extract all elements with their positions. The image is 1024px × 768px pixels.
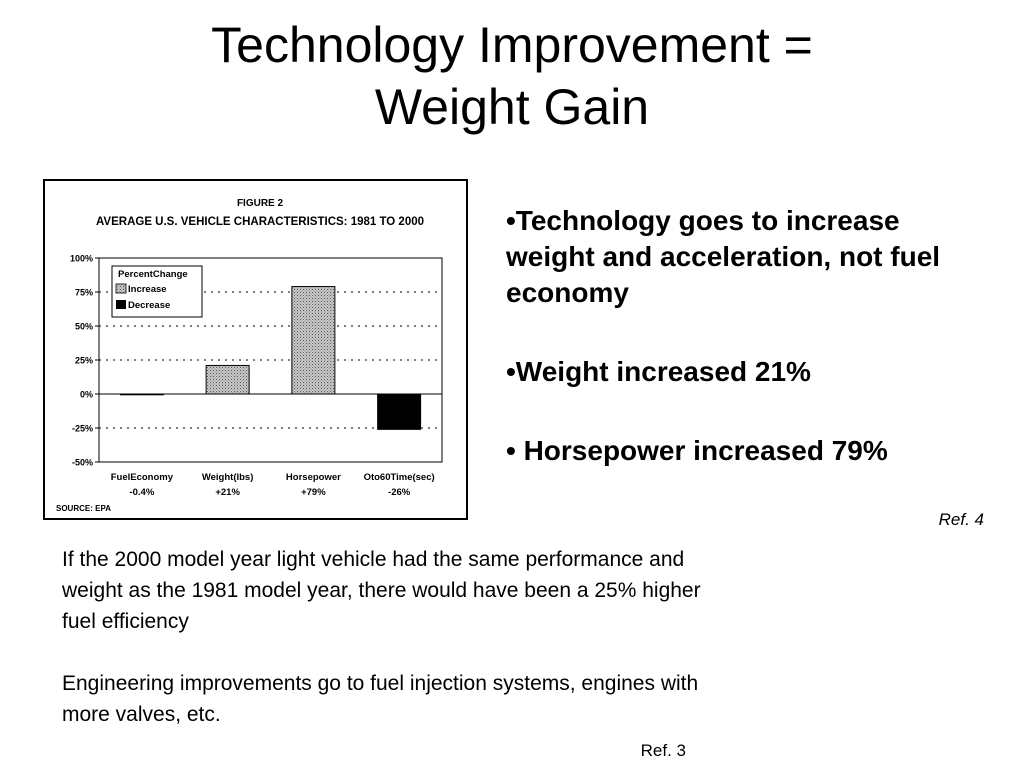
legend-title: PercentChange: [118, 269, 188, 280]
paragraph-engineering: Engineering improvements go to fuel inje…: [62, 672, 699, 726]
y-tick-label: 0%: [80, 390, 93, 400]
y-tick-label: 100%: [70, 254, 93, 264]
x-category-label: Weight(lbs): [202, 472, 254, 483]
figure-chart: FIGURE 2 AVERAGE U.S. VEHICLE CHARACTERI…: [43, 179, 468, 520]
x-category-label: Oto60Time(sec): [364, 472, 435, 483]
bar-chart: FIGURE 2 AVERAGE U.S. VEHICLE CHARACTERI…: [56, 198, 443, 513]
chart-legend: PercentChange Increase Decrease: [111, 265, 203, 318]
legend-label-decrease: Decrease: [128, 300, 170, 311]
bar-oto60time-sec-: [377, 393, 422, 430]
slide-title-line-1: Technology Improvement =: [211, 17, 813, 73]
y-tick-label: -25%: [72, 424, 93, 434]
bar-fueleconomy: [119, 393, 164, 396]
bar-weight-lbs-: [205, 364, 250, 395]
y-tick-label: 25%: [75, 356, 93, 366]
slide-title: Technology Improvement = Weight Gain: [0, 14, 1024, 138]
figure-label: FIGURE 2: [237, 198, 284, 209]
y-tick-label: 50%: [75, 322, 93, 332]
paragraph-fuel-efficiency: If the 2000 model year light vehicle had…: [62, 548, 701, 633]
x-value-label: +21%: [215, 487, 240, 498]
bullet-weight: •Weight increased 21%: [506, 356, 811, 387]
slide-title-line-2: Weight Gain: [374, 79, 650, 135]
bullet-technology: •Technology goes to increase weight and …: [506, 205, 941, 308]
reference-4: Ref. 4: [938, 510, 984, 529]
chart-source: SOURCE: EPA: [56, 504, 111, 513]
y-tick-label: 75%: [75, 288, 93, 298]
reference-3: Ref. 3: [640, 741, 686, 760]
x-value-label: -0.4%: [129, 487, 154, 498]
legend-swatch-increase: [115, 283, 127, 294]
legend-swatch-decrease: [116, 300, 126, 309]
y-tick-label: -50%: [72, 458, 93, 468]
legend-label-increase: Increase: [128, 284, 167, 295]
bar-horsepower: [291, 286, 336, 395]
x-value-label: +79%: [301, 487, 326, 498]
bullet-horsepower: • Horsepower increased 79%: [506, 435, 888, 466]
chart-title: AVERAGE U.S. VEHICLE CHARACTERISTICS: 19…: [96, 216, 424, 228]
legend-box: [111, 265, 203, 318]
x-value-label: -26%: [388, 487, 411, 498]
x-category-label: Horsepower: [286, 472, 341, 483]
bullet-list: •Technology goes to increase weight and …: [506, 203, 996, 512]
x-category-label: FuelEconomy: [111, 472, 174, 483]
